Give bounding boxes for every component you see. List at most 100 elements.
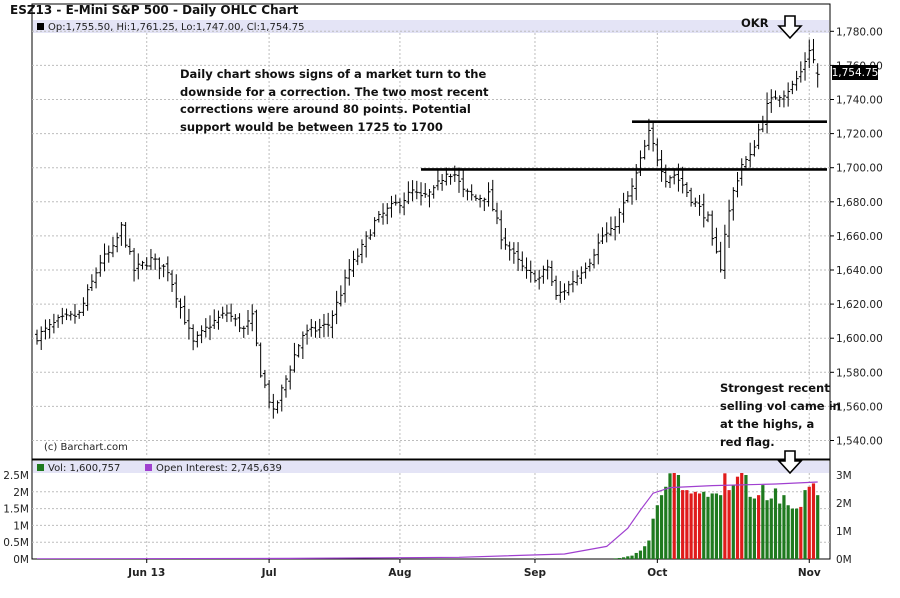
volume-tick-label: 1.5M	[3, 504, 29, 516]
volume-bar	[634, 552, 638, 559]
volume-bar	[668, 473, 672, 559]
volume-bar	[613, 558, 617, 559]
volume-bar	[681, 490, 685, 559]
note-top-line-2: downside for a correction. The two most …	[180, 85, 489, 99]
volume-bar	[651, 518, 655, 559]
date-tick-label: Nov	[798, 567, 821, 579]
volume-bar	[664, 486, 668, 559]
note-top-line-1: Daily chart shows signs of a market turn…	[180, 67, 486, 81]
okr-label: OKR	[741, 16, 769, 30]
volume-bar	[659, 495, 664, 559]
price-tick-label: 1,700.00	[836, 163, 883, 175]
volume-bar	[647, 540, 651, 559]
volume-bar	[757, 495, 761, 559]
oi-tick-label: 3M	[836, 470, 852, 482]
volume-bar	[752, 498, 756, 559]
price-tick-label: 1,580.00	[836, 367, 883, 379]
volume-bar	[799, 506, 803, 559]
volume-tick-label: 0.5M	[3, 537, 29, 549]
volume-bar	[630, 555, 634, 559]
date-tick-label: Oct	[647, 567, 667, 579]
volume-bar	[748, 496, 752, 559]
volume-bar	[617, 557, 621, 559]
volume-bar	[740, 473, 744, 559]
date-tick-label: Jul	[261, 567, 277, 579]
down-arrow-icon	[777, 450, 803, 475]
open-interest-line	[36, 481, 818, 559]
volume-bar	[723, 473, 727, 559]
volume-axis: 0M 0.5M 1M 1.5M 2M 2.5M 0M 1M 2M 3M	[3, 470, 852, 566]
oi-tick-label: 0M	[836, 554, 852, 566]
legend-band	[33, 20, 829, 33]
volume-bar	[710, 493, 714, 559]
volume-bar	[778, 503, 782, 559]
volume-bar	[626, 556, 630, 559]
volume-legend: Vol: 1,600,757	[48, 463, 120, 474]
volume-bar	[697, 493, 702, 559]
note-top-line-3: corrections were around 80 points. Poten…	[180, 102, 471, 116]
price-tick-label: 1,740.00	[836, 95, 883, 107]
note-bottom-line-3: at the highs, a	[720, 417, 814, 431]
oi-legend-swatch	[145, 464, 152, 471]
note-bottom-line-4: red flag.	[720, 435, 775, 449]
volume-bar	[761, 485, 765, 559]
support-lines	[421, 120, 827, 171]
volume-bar	[689, 493, 693, 559]
volume-bar	[782, 495, 786, 559]
price-tick-label: 1,640.00	[836, 265, 883, 277]
volume-tick-label: 2.5M	[3, 470, 29, 482]
volume-bar	[786, 505, 790, 559]
date-tick-label: Sep	[524, 567, 547, 579]
volume-bar	[803, 490, 807, 559]
chart-title: ESZ13 - E-Mini S&P 500 - Daily OHLC Char…	[10, 3, 299, 17]
price-tick-label: 1,780.00	[836, 26, 883, 38]
price-tick-label: 1,620.00	[836, 299, 883, 311]
volume-bar	[811, 483, 816, 559]
volume-bar	[655, 505, 659, 559]
price-tick-label: 1,560.00	[836, 401, 883, 413]
volume-tick-label: 0M	[13, 554, 29, 566]
last-price-tag-text: 1,754.75	[832, 67, 879, 79]
volume-bar	[773, 488, 778, 559]
volume-bars	[613, 473, 820, 559]
volume-bar	[816, 495, 820, 559]
volume-bar	[693, 491, 697, 559]
volume-bar	[621, 557, 626, 559]
volume-tick-label: 1M	[13, 520, 29, 532]
volume-bar	[719, 495, 723, 559]
volume-bar	[714, 493, 719, 559]
volume-bar	[727, 490, 731, 559]
oi-tick-label: 2M	[836, 498, 852, 510]
volume-legend-swatch	[37, 464, 44, 471]
volume-tick-label: 2M	[13, 487, 29, 499]
volume-bar	[702, 491, 706, 559]
price-axis: 1,540.00 1,560.00 1,580.00 1,600.00 1,620.00…	[830, 26, 883, 448]
note-bottom-line-2: selling vol came in	[720, 399, 841, 413]
oi-legend: Open Interest: 2,745,639	[156, 463, 282, 474]
volume-bar	[807, 486, 811, 559]
volume-bar	[790, 508, 794, 559]
date-axis: Jun 13 Jul Aug Sep Oct Nov	[127, 559, 821, 579]
date-tick-label: Jun 13	[127, 567, 165, 579]
volume-legend-band	[33, 461, 829, 473]
volume-bar	[769, 498, 773, 559]
date-tick-label: Aug	[388, 567, 411, 579]
ohlc-legend: Op:1,755.50, Hi:1,761.25, Lo:1,747.00, C…	[48, 22, 304, 33]
credit: (c) Barchart.com	[44, 442, 128, 453]
price-tick-label: 1,720.00	[836, 129, 883, 141]
last-price-tag	[832, 65, 878, 80]
volume-bar	[685, 490, 689, 559]
price-bars	[35, 38, 820, 419]
grid	[32, 30, 830, 559]
volume-bar	[638, 550, 643, 559]
volume-bar	[676, 475, 681, 559]
ohlc-legend-swatch	[37, 23, 44, 30]
oi-tick-label: 1M	[836, 526, 852, 538]
price-tick-label: 1,680.00	[836, 197, 883, 209]
volume-bar	[765, 500, 769, 559]
note-bottom-line-1: Strongest recent	[720, 381, 830, 395]
price-tick-label: 1,600.00	[836, 333, 883, 345]
volume-bar	[744, 475, 748, 559]
